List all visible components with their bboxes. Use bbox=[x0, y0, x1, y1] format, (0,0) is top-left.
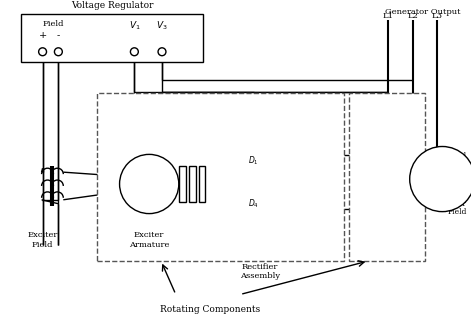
Text: Tapped: Tapped bbox=[439, 192, 467, 200]
Text: $V_3$: $V_3$ bbox=[156, 20, 168, 32]
Text: Exciter: Exciter bbox=[134, 231, 164, 239]
Text: Field: Field bbox=[43, 20, 64, 28]
Text: Assembly: Assembly bbox=[240, 272, 280, 280]
Text: L1: L1 bbox=[383, 12, 393, 20]
Circle shape bbox=[158, 48, 166, 56]
Text: Rectifier: Rectifier bbox=[242, 263, 278, 271]
Text: L3: L3 bbox=[432, 12, 443, 20]
Bar bbox=[179, 166, 186, 202]
Circle shape bbox=[39, 48, 46, 56]
Text: -: - bbox=[57, 31, 60, 40]
Text: Field: Field bbox=[447, 208, 467, 216]
Bar bbox=[189, 166, 196, 202]
Bar bbox=[21, 14, 203, 61]
Bar bbox=[199, 166, 205, 202]
Circle shape bbox=[55, 48, 62, 56]
Text: L2: L2 bbox=[407, 12, 418, 20]
Text: $D_1$: $D_1$ bbox=[248, 154, 259, 167]
Text: Generator: Generator bbox=[428, 200, 467, 208]
Text: Field: Field bbox=[32, 241, 54, 249]
Bar bbox=[348, 93, 426, 261]
Text: $V_1$: $V_1$ bbox=[128, 20, 140, 32]
Circle shape bbox=[410, 147, 474, 212]
Text: +: + bbox=[38, 31, 47, 40]
Text: Generator: Generator bbox=[421, 176, 464, 184]
Text: Rotating Components: Rotating Components bbox=[160, 305, 261, 314]
Text: Tapped: Tapped bbox=[439, 152, 467, 160]
Circle shape bbox=[130, 48, 138, 56]
Text: Generator Output: Generator Output bbox=[385, 8, 460, 16]
Text: Generator: Generator bbox=[428, 160, 467, 168]
Text: Armature: Armature bbox=[430, 168, 467, 176]
Circle shape bbox=[119, 154, 179, 214]
Text: Exciter: Exciter bbox=[27, 231, 58, 239]
Text: Voltage Regulator: Voltage Regulator bbox=[71, 1, 154, 10]
Text: Armature: Armature bbox=[422, 185, 463, 193]
Text: $D_4$: $D_4$ bbox=[248, 197, 259, 210]
Text: Armature: Armature bbox=[129, 241, 169, 249]
Text: Tapped: Tapped bbox=[427, 167, 458, 175]
Bar bbox=[97, 93, 344, 261]
